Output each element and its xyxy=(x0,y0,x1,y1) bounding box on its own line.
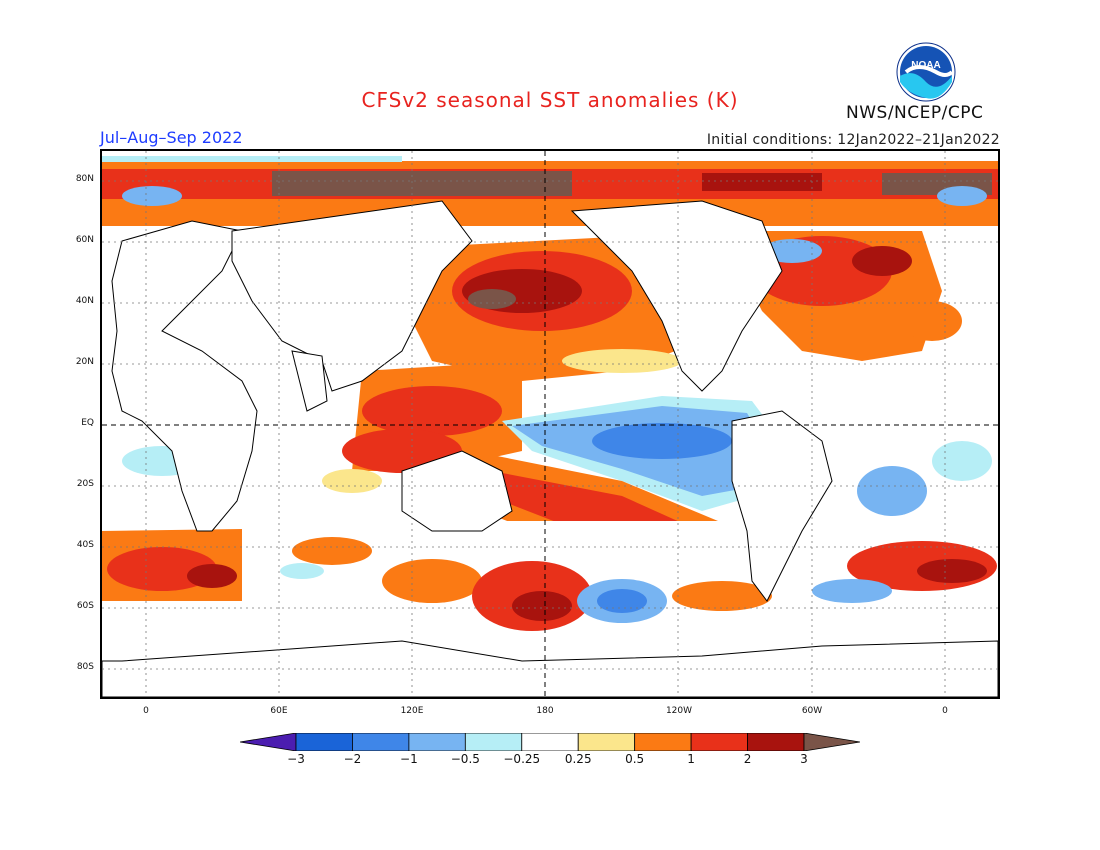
antarctica xyxy=(102,640,998,697)
lon-label: 60E xyxy=(270,706,288,716)
lon-label: 120E xyxy=(400,706,424,716)
colorbar-swatch xyxy=(803,733,860,751)
colorbar-label: 0.5 xyxy=(625,752,645,766)
south-america xyxy=(731,410,833,602)
colorbar-swatch xyxy=(408,733,466,751)
lat-label: 60S xyxy=(76,601,94,611)
colorbar-swatch xyxy=(577,733,636,751)
australia xyxy=(401,450,513,532)
colorbar-swatch xyxy=(295,733,353,751)
lon-label: 120W xyxy=(665,706,693,716)
sst-anomaly-map xyxy=(100,149,1000,699)
lon-label: 0 xyxy=(143,706,149,716)
lat-label: EQ xyxy=(81,418,94,428)
colorbar-label: 2 xyxy=(743,752,752,766)
lat-label: 40N xyxy=(75,296,94,306)
colorbar-label: −1 xyxy=(400,752,418,766)
lat-label: 60N xyxy=(75,235,94,245)
colorbar-label: 0.25 xyxy=(564,752,592,766)
noaa-logo-icon: NOAA xyxy=(896,42,956,102)
lon-label: 60W xyxy=(801,706,823,716)
colorbar-label: 1 xyxy=(687,752,695,766)
colorbar-swatch xyxy=(690,733,748,751)
colorbar-swatch xyxy=(634,733,692,751)
colorbar-label: −3 xyxy=(287,752,305,766)
colorbar-swatch xyxy=(240,733,297,751)
agency-label: NWS/NCEP/CPC xyxy=(846,103,984,123)
graticule xyxy=(102,151,998,697)
lat-label: 40S xyxy=(76,540,94,550)
lon-label: 180 xyxy=(536,706,554,716)
colorbar xyxy=(240,733,860,751)
lat-label: 80N xyxy=(75,174,94,184)
colorbar-label: −2 xyxy=(343,752,362,766)
colorbar-label: −0.5 xyxy=(450,752,480,766)
colorbar-swatch xyxy=(352,733,410,751)
lat-label: 80S xyxy=(76,662,94,672)
map-canvas xyxy=(102,151,998,697)
chart-title: CFSv2 seasonal SST anomalies (K) xyxy=(361,88,739,112)
lat-label: 20N xyxy=(75,357,94,367)
lat-label: 20S xyxy=(76,479,94,489)
season-label: Jul–Aug–Sep 2022 xyxy=(100,128,243,147)
lon-label: 0 xyxy=(942,706,948,716)
logo-text: NOAA xyxy=(911,60,940,71)
north-america xyxy=(570,200,783,392)
colorbar-label: 3 xyxy=(800,752,808,766)
initial-conditions: Initial conditions: 12Jan2022–21Jan2022 xyxy=(706,132,1000,148)
colorbar-swatch xyxy=(747,733,805,751)
colorbar-swatch xyxy=(464,733,523,751)
africa-europe xyxy=(111,220,258,532)
colorbar-swatch xyxy=(521,733,579,751)
colorbar-label: −0.25 xyxy=(503,752,541,766)
india xyxy=(291,350,328,412)
